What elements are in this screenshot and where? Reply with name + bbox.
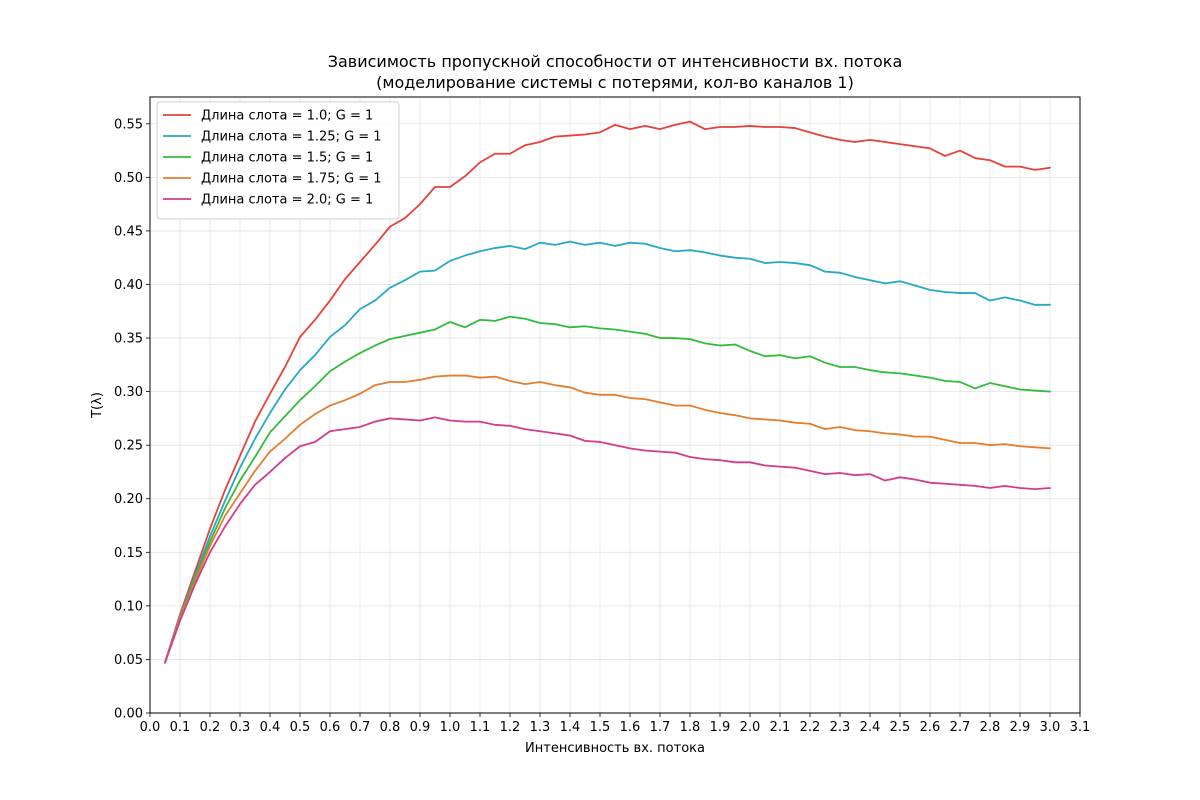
x-tick-label: 2.1 [770,720,791,735]
x-tick-label: 1.0 [440,720,461,735]
y-axis-ticks: 0.00 0.05 0.10 0.15 0.20 0.25 0.30 0.35 0.40 0.45… [114,117,150,722]
x-tick-label: 2.3 [830,720,851,735]
x-tick-label: 0.0 [140,720,161,735]
x-tick-label: 1.3 [530,720,551,735]
plot-frame [149,96,1081,714]
x-tick-label: 0.8 [380,720,401,735]
y-tick-label: 0.05 [114,653,143,668]
x-tick-label: 2.0 [740,720,761,735]
y-tick-label: 0.00 [114,707,143,722]
y-tick-label: 0.25 [114,439,143,454]
x-tick-label: 1.2 [500,720,521,735]
x-tick-label: 0.7 [350,720,371,735]
x-tick-label: 2.2 [800,720,821,735]
series-line-2 [164,240,1051,664]
x-tick-label: 1.1 [470,720,491,735]
y-tick-label: 0.30 [114,385,143,400]
x-tick-label: 0.1 [170,720,191,735]
legend-entry: Длина слота = 1.0; G = 1 [201,109,373,124]
x-axis-ticks: 0.0 0.1 0.2 0.3 0.4 0.5 0.6 0.7 0.8 0.9 1.0 1.1 1.2 1… [140,713,1091,735]
x-tick-label: 2.4 [860,720,881,735]
series-line-3 [164,315,1051,664]
x-tick-label: 0.9 [410,720,431,735]
x-tick-label: 1.6 [620,720,641,735]
legend-box [156,101,400,220]
legend-entry: Длина слота = 1.75; G = 1 [201,172,382,187]
x-tick-label: 1.9 [710,720,731,735]
y-tick-label: 0.20 [114,492,143,507]
y-tick-label: 0.40 [114,278,143,293]
legend-entry: Длина слота = 1.25; G = 1 [201,130,382,145]
y-tick-label: 0.35 [114,332,143,347]
y-tick-label: 0.10 [114,599,143,614]
series-line-4 [164,374,1051,664]
y-tick-label: 0.15 [114,546,143,561]
legend: Длина слота = 1.0; G = 1 Длина слота = 1.… [156,101,400,220]
x-tick-label: 3.0 [1040,720,1061,735]
x-tick-label: 1.8 [680,720,701,735]
chart-subtitle: (моделирование системы с потерями, кол-в… [376,73,854,92]
x-tick-label: 2.9 [1010,720,1031,735]
x-tick-label: 2.6 [920,720,941,735]
x-tick-label: 1.4 [560,720,581,735]
chart-title: Зависимость пропускной способности от ин… [328,52,903,71]
legend-entry: Длина слота = 1.5; G = 1 [201,151,373,166]
legend-entry: Длина слота = 2.0; G = 1 [201,193,373,208]
x-axis-label: Интенсивность вх. потока [525,741,705,756]
x-tick-label: 0.4 [260,720,281,735]
x-tick-label: 2.5 [890,720,911,735]
y-tick-label: 0.55 [114,117,143,132]
x-tick-label: 1.5 [590,720,611,735]
series-line-5 [164,416,1051,664]
y-axis-label: T(λ) [90,392,105,419]
x-tick-label: 2.8 [980,720,1001,735]
x-tick-label: 0.6 [320,720,341,735]
x-tick-label: 0.5 [290,720,311,735]
x-tick-label: 2.7 [950,720,971,735]
x-tick-label: 0.2 [200,720,221,735]
y-tick-label: 0.50 [114,171,143,186]
x-tick-label: 3.1 [1070,720,1091,735]
series-line-1 [164,120,1051,664]
series-lines [164,120,1051,664]
x-tick-label: 0.3 [230,720,251,735]
x-tick-label: 1.7 [650,720,671,735]
y-tick-label: 0.45 [114,224,143,239]
